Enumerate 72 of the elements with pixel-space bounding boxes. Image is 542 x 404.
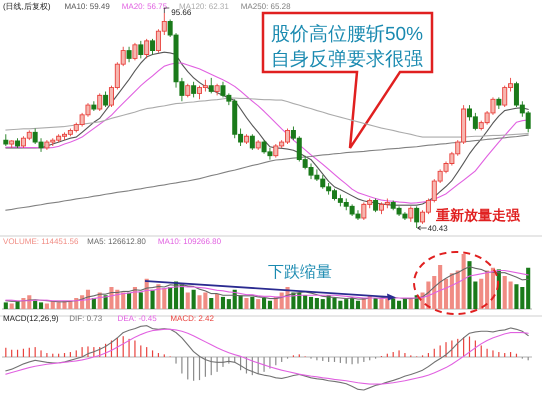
bar [138,292,143,309]
candlestick [185,83,190,98]
bar [244,298,249,309]
bar [391,298,396,309]
annotation: 40.43 [428,224,448,233]
bar [308,296,314,309]
candlestick [144,38,150,59]
annotation: 股价高位腰斩50% [270,23,424,45]
bar [250,296,254,309]
bar [467,261,472,309]
text: MA5: 126612.80 [87,237,146,246]
annotation: 下跌缩量 [268,263,332,281]
bar [374,298,378,309]
candlestick [103,91,108,108]
bar [256,299,260,309]
bar [379,299,384,309]
candlestick [373,198,378,213]
candlestick [244,134,249,144]
text: MA10: 59.49 [64,2,110,11]
chart-title: MACD(12,26,9) [3,314,59,323]
candlestick [150,38,156,55]
candlestick [256,140,261,150]
candlestick [208,77,214,94]
bar [514,284,518,309]
text: MA20: 56.75 [122,2,168,11]
bar [473,282,478,309]
annotation: 95.66 [171,8,192,17]
candlestick [138,40,144,59]
bar [215,294,220,309]
candlestick [97,92,102,112]
bar [209,298,214,309]
candlestick [414,206,420,228]
bar [186,292,190,309]
bar [332,298,337,309]
candlestick [496,96,502,110]
bar [203,292,208,309]
candlestick [91,100,96,112]
bar [168,287,172,309]
bar [150,290,155,309]
bar [10,304,14,309]
candlestick [191,81,196,98]
bar [262,298,266,309]
bar [33,300,38,309]
text: MA250: 65.28 [240,2,292,11]
bar [356,300,360,309]
candlestick [3,134,8,146]
chart-title: (日线,后复权) [3,2,51,11]
candlestick [250,134,255,150]
candlestick [15,138,20,148]
bar [220,296,226,309]
bar [4,302,8,309]
bar [408,298,413,309]
bar [397,300,402,309]
bar [192,290,196,309]
candlestick [132,42,138,61]
text: MA10: 109266.80 [158,237,222,246]
text: MA120: 62.31 [179,2,230,11]
bar [268,300,272,309]
text: VOLUME: 114451.56 [3,237,80,246]
bar [38,302,44,309]
annotation: 自身反弹要求很强 [271,49,423,70]
text: DIF: 0.73 [69,314,103,323]
bar [127,292,132,309]
candlestick [408,206,414,222]
bar [197,295,202,309]
candlestick [9,140,14,148]
series-label: DEA: -0.45 [118,314,158,323]
candlestick [126,46,132,63]
bar [444,278,448,309]
annotation: 重新放量走强 [435,207,521,223]
text: MACD: 2.42 [170,314,214,323]
candlestick [214,83,220,96]
